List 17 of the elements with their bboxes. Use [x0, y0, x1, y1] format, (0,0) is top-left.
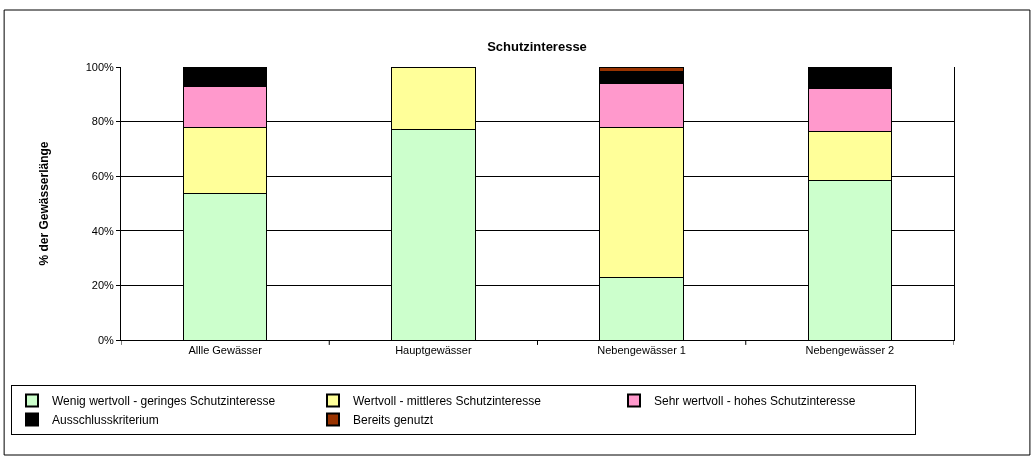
legend-label: Bereits genutzt	[353, 413, 434, 428]
y-tick-label: 60%	[91, 170, 114, 183]
legend-label: Wertvoll - mittleres Schutzinteresse	[353, 394, 542, 409]
legend-label: Wenig wertvoll - geringes Schutzinteresse	[52, 394, 276, 409]
y-tick-label: 80%	[91, 115, 114, 128]
x-tick-label: Allle Gewässer	[188, 344, 263, 357]
x-tick-label: Hauptgewässer	[395, 344, 472, 357]
legend-label: Ausschlusskriterium	[52, 413, 159, 428]
x-tick-label: Nebengewässer 1	[597, 344, 686, 357]
y-tick-label: 40%	[91, 224, 114, 237]
y-axis-title: % der Gewässerlänge	[36, 141, 51, 266]
x-tick-label: Nebengewässer 2	[805, 344, 895, 357]
chart-title: Schutzinteresse	[487, 38, 587, 54]
y-tick-label: 0%	[97, 333, 115, 346]
y-tick-label: 100%	[85, 60, 115, 73]
legend-label: Sehr wertvoll - hohes Schutzinteresse	[654, 394, 856, 409]
y-tick-label: 20%	[91, 279, 114, 292]
